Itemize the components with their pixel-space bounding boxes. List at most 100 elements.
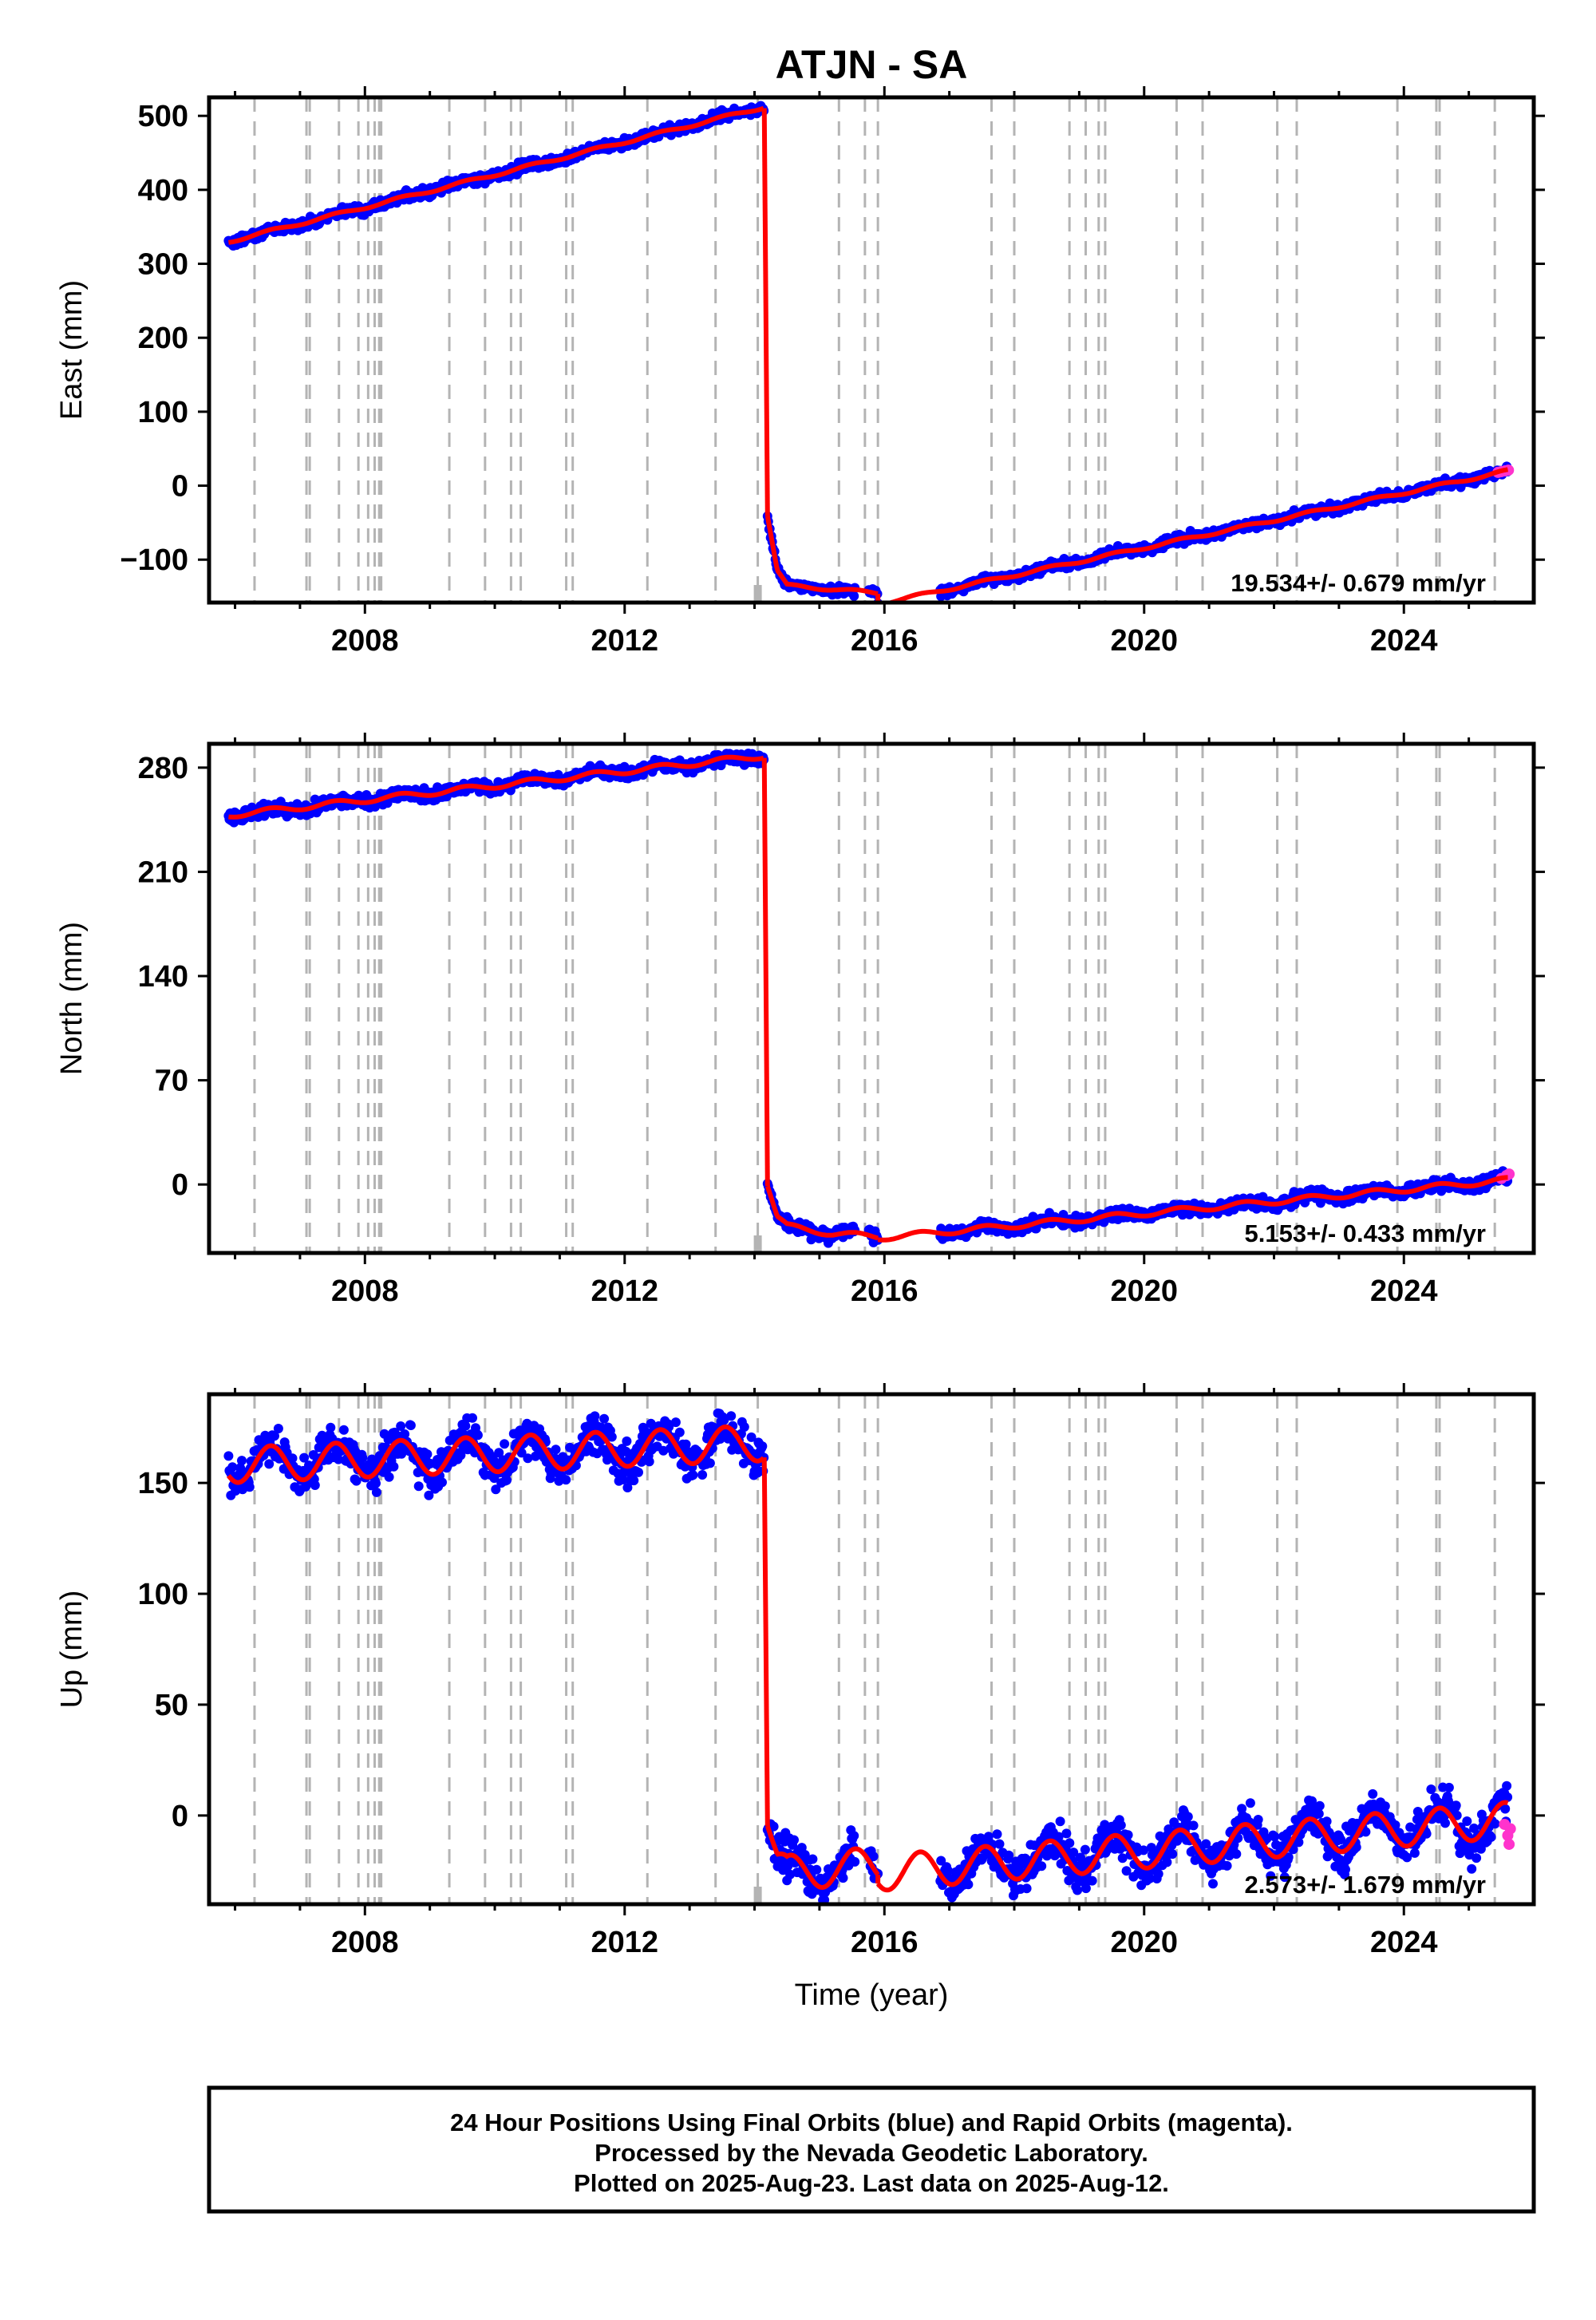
final-point	[789, 1835, 799, 1845]
final-point	[389, 1461, 399, 1472]
final-point	[1336, 1835, 1346, 1845]
y-tick-label: 300	[138, 248, 188, 282]
x-tick-label: 2016	[851, 1926, 918, 1959]
final-point	[1139, 1845, 1149, 1856]
final-point	[1053, 1832, 1064, 1842]
final-point	[358, 1452, 368, 1463]
y-axis-label: East (mm)	[55, 280, 89, 420]
final-point	[1188, 1820, 1199, 1831]
final-point	[868, 1852, 879, 1862]
final-point	[1444, 1782, 1454, 1792]
panel-east: 2008 2012 2016 2020 2024−1000100200300400500…	[55, 86, 1545, 658]
x-tick-label: 2012	[591, 624, 659, 658]
final-point	[468, 1413, 477, 1423]
final-point	[413, 1481, 424, 1492]
final-point	[1500, 1804, 1511, 1814]
final-point	[936, 1856, 946, 1866]
y-tick-label: 0	[172, 1168, 188, 1202]
final-point	[994, 1839, 1005, 1849]
final-point	[1231, 1849, 1242, 1860]
final-point	[1055, 1816, 1065, 1827]
final-point	[634, 1467, 643, 1477]
y-tick-label: 280	[138, 752, 188, 785]
final-point	[502, 1475, 512, 1485]
final-point	[384, 1472, 394, 1482]
final-point	[1004, 1850, 1014, 1860]
final-point	[223, 1451, 234, 1461]
y-tick-label: 500	[138, 100, 188, 133]
plot-area	[223, 97, 1515, 603]
final-point	[1061, 1828, 1072, 1839]
final-point	[287, 1453, 298, 1464]
final-point	[1421, 1828, 1432, 1839]
final-point	[838, 1873, 848, 1883]
final-point	[812, 1864, 822, 1875]
offset-marker	[753, 1235, 762, 1253]
final-point	[1073, 1885, 1083, 1895]
final-point	[1409, 1848, 1420, 1858]
final-point	[244, 1482, 255, 1492]
rapid-point	[1503, 1838, 1515, 1850]
final-point	[500, 1439, 510, 1449]
final-point	[1380, 1801, 1390, 1812]
final-point	[1117, 1853, 1128, 1864]
final-point	[1087, 1875, 1097, 1886]
final-point	[644, 1456, 654, 1467]
final-point	[472, 1430, 483, 1441]
y-tick-label: 0	[172, 470, 188, 504]
final-point	[1426, 1784, 1436, 1794]
final-point	[1294, 1837, 1304, 1848]
final-point	[1116, 1820, 1126, 1830]
y-tick-label: −100	[120, 543, 188, 577]
final-point	[227, 1462, 238, 1472]
final-point	[1069, 1848, 1079, 1858]
x-tick-label: 2008	[331, 1275, 399, 1308]
final-point	[670, 1417, 681, 1428]
final-point	[494, 1448, 504, 1458]
final-point	[1201, 1839, 1211, 1849]
final-point	[943, 1866, 953, 1875]
final-point	[1283, 1852, 1294, 1863]
rate-label: 2.573+/- 1.679 mm/yr	[1245, 1871, 1486, 1899]
final-points-series	[223, 1408, 1513, 1904]
final-point	[757, 1441, 768, 1452]
final-points-series	[223, 749, 1513, 1248]
final-point	[424, 1490, 434, 1500]
final-point	[820, 1895, 830, 1904]
final-point	[1502, 1781, 1512, 1791]
final-point	[1270, 1832, 1280, 1842]
final-point	[681, 1439, 691, 1449]
final-point	[270, 1431, 279, 1441]
x-tick-label: 2024	[1370, 624, 1438, 658]
final-point	[1361, 1827, 1371, 1837]
final-point	[422, 1449, 433, 1460]
final-point	[618, 1475, 628, 1484]
offset-marker	[753, 585, 762, 603]
footer-box	[207, 2085, 1536, 2214]
model-line-offset	[761, 108, 770, 516]
final-point	[1062, 1866, 1073, 1875]
final-point	[396, 1421, 406, 1431]
final-point	[1503, 1792, 1513, 1802]
final-point	[371, 1487, 381, 1497]
final-point	[523, 1453, 533, 1464]
x-tick-label: 2020	[1110, 1275, 1178, 1308]
final-point	[1486, 1832, 1496, 1842]
model-line-offset	[761, 757, 770, 1187]
final-point	[1245, 1798, 1255, 1808]
plot-frame	[207, 95, 1536, 605]
final-point	[1279, 1872, 1290, 1883]
y-tick-label: 100	[138, 396, 188, 429]
final-point	[326, 1422, 336, 1433]
model-line-segment	[764, 516, 879, 596]
final-point	[1146, 1843, 1156, 1853]
final-point	[405, 1421, 416, 1430]
y-axis-label: Up (mm)	[55, 1591, 89, 1709]
final-point	[1167, 1849, 1178, 1860]
model-line-segment	[877, 467, 1509, 603]
final-point	[1153, 1869, 1163, 1879]
final-point	[599, 1413, 610, 1424]
final-point	[606, 1432, 617, 1442]
